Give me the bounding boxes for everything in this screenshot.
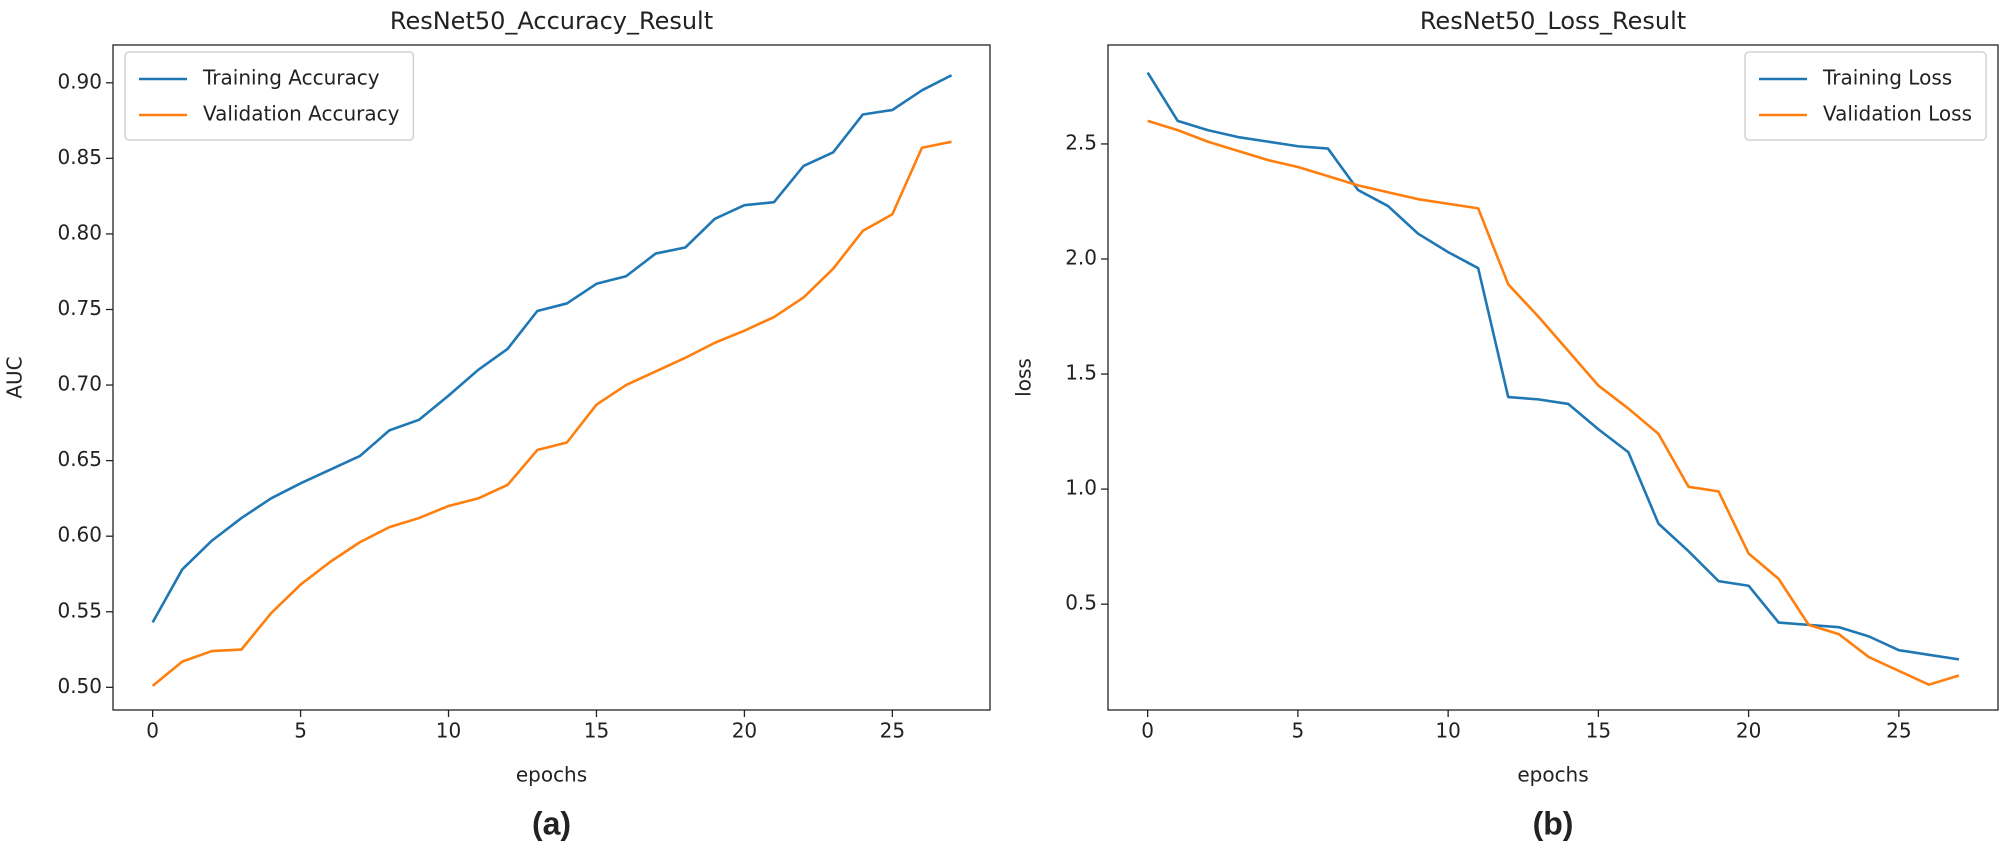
y-tick-label: 0.5 xyxy=(1065,591,1097,615)
y-tick-label: 0.55 xyxy=(57,598,102,622)
x-axis-label: epochs xyxy=(1517,763,1588,787)
x-tick-label: 5 xyxy=(1292,719,1305,743)
data-line xyxy=(1146,71,1960,661)
chart-title: ResNet50_Accuracy_Result xyxy=(390,7,713,35)
y-tick-label: 1.5 xyxy=(1065,361,1097,385)
caption: (a) xyxy=(532,805,571,841)
x-tick-label: 25 xyxy=(880,719,905,743)
x-tick-label: 0 xyxy=(146,719,159,743)
x-tick-label: 20 xyxy=(732,719,757,743)
x-tick-label: 15 xyxy=(1586,719,1611,743)
legend-label: Validation Loss xyxy=(1823,102,1972,126)
caption: (b) xyxy=(1533,805,1574,841)
y-tick-label: 0.65 xyxy=(57,447,102,471)
y-tick-label: 0.75 xyxy=(57,296,102,320)
x-tick-label: 0 xyxy=(1141,719,1154,743)
legend-label: Training Accuracy xyxy=(202,66,380,90)
x-tick-label: 15 xyxy=(584,719,609,743)
x-tick-label: 25 xyxy=(1886,719,1911,743)
data-line xyxy=(151,74,953,623)
x-tick-label: 5 xyxy=(294,719,307,743)
legend: Training Loss Validation Loss xyxy=(1744,51,1987,141)
y-tick-label: 2.5 xyxy=(1065,130,1097,154)
legend: Training Accuracy Validation Accuracy xyxy=(124,51,415,141)
legend-label: Training Loss xyxy=(1822,66,1952,90)
legend-frame xyxy=(1744,51,1987,141)
y-tick-label: 0.85 xyxy=(57,145,102,169)
x-tick-label: 10 xyxy=(436,719,461,743)
y-tick-label: 0.80 xyxy=(57,220,102,244)
y-tick-label: 0.60 xyxy=(57,523,102,547)
y-axis-label: loss xyxy=(1012,358,1036,397)
plot-frame xyxy=(1107,44,1999,711)
y-axis-label: AUC xyxy=(3,356,27,398)
y-tick-label: 2.0 xyxy=(1065,245,1097,269)
y-tick-label: 0.50 xyxy=(57,674,102,698)
legend-label: Validation Accuracy xyxy=(203,102,400,126)
y-tick-label: 0.70 xyxy=(57,372,102,396)
y-tick-label: 1.0 xyxy=(1065,476,1097,500)
x-tick-label: 20 xyxy=(1736,719,1761,743)
x-tick-label: 10 xyxy=(1435,719,1460,743)
data-line xyxy=(1147,119,1960,686)
chart-title: ResNet50_Loss_Result xyxy=(1420,7,1686,35)
data-line xyxy=(151,140,952,687)
plot-frame xyxy=(112,44,991,711)
y-tick-label: 0.90 xyxy=(57,69,102,93)
x-axis-label: epochs xyxy=(516,763,587,787)
legend-frame xyxy=(124,51,415,141)
